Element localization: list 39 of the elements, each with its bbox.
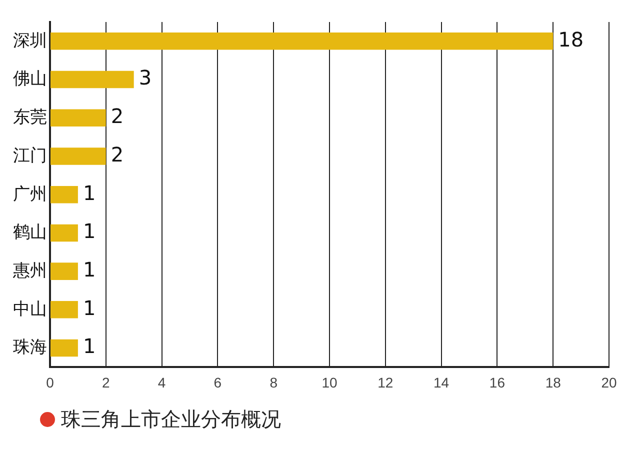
bar — [50, 262, 78, 280]
data-label: 2 — [110, 142, 124, 166]
x-tick-label: 16 — [489, 374, 506, 390]
bar — [50, 339, 78, 357]
bar — [50, 70, 134, 88]
data-label: 3 — [138, 66, 152, 90]
x-tick-label: 8 — [270, 374, 278, 390]
bar — [50, 186, 78, 204]
y-tick-label: 鹤山 — [13, 222, 47, 242]
x-tick-label: 0 — [46, 374, 54, 390]
bar — [50, 148, 106, 165]
data-label: 1 — [82, 258, 96, 282]
y-tick-label: 东莞 — [13, 108, 47, 127]
data-label: 1 — [82, 296, 96, 320]
x-tick-label: 12 — [378, 374, 394, 390]
data-label: 2 — [110, 104, 124, 128]
y-tick-label: 广州 — [13, 184, 47, 204]
data-label: 18 — [558, 27, 584, 52]
y-tick-label: 中山 — [13, 299, 47, 318]
text: 珠三角上市企业分布概况 — [61, 406, 281, 433]
x-tick-label: 18 — [545, 374, 562, 390]
data-label: 1 — [82, 219, 96, 244]
x-tick-label: 4 — [158, 374, 166, 390]
x-tick-label: 20 — [601, 374, 617, 390]
y-tick-label: 佛山 — [13, 69, 47, 88]
y-tick-label: 惠州 — [12, 261, 47, 280]
y-tick-label: 江门 — [13, 146, 47, 165]
data-label: 1 — [82, 334, 96, 358]
y-tick-label: 珠海 — [13, 338, 47, 357]
y-tick-label: 深圳 — [13, 30, 47, 50]
x-tick-label: 2 — [102, 374, 110, 390]
bar — [50, 224, 78, 242]
bar — [50, 301, 78, 318]
x-tick-label: 10 — [322, 374, 338, 390]
data-label: 1 — [82, 180, 96, 205]
x-tick-label: 6 — [214, 374, 222, 390]
x-tick-label: 14 — [434, 374, 450, 390]
bar — [50, 32, 554, 50]
bar — [50, 109, 106, 127]
